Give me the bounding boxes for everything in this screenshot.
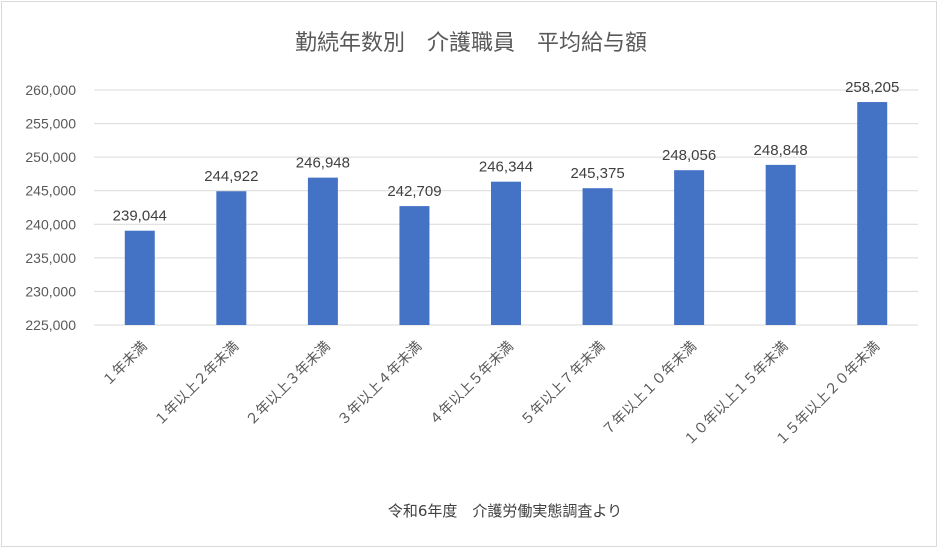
x-axis-label: 令和6年度 介護労働実態調査より (388, 502, 622, 520)
x-tick-label: １０年以上１５年未満 (681, 339, 791, 449)
bar (674, 170, 705, 325)
x-tick-label: ２年以上３年未満 (243, 339, 334, 430)
bar (765, 164, 796, 325)
data-label: 246,948 (296, 155, 350, 172)
data-label: 246,344 (479, 159, 533, 176)
chart-title: 勤続年数別 介護職員 平均給与額 (295, 31, 647, 56)
data-label: 248,056 (662, 147, 716, 164)
y-tick-label: 230,000 (25, 283, 76, 299)
y-tick-label: 260,000 (25, 82, 76, 98)
y-tick-label: 240,000 (25, 216, 76, 232)
x-tick-label: １年未満 (100, 339, 151, 390)
bar (399, 206, 430, 325)
bars (124, 102, 888, 325)
data-label: 242,709 (387, 183, 441, 200)
bar (582, 188, 613, 325)
bar (307, 177, 338, 325)
data-label: 239,044 (113, 208, 167, 225)
data-labels: 239,044 244,922 246,948 242,709 246,344 245,3… (113, 79, 900, 225)
y-tick-label: 225,000 (25, 317, 76, 333)
data-label: 244,922 (204, 168, 258, 185)
data-label: 245,375 (570, 165, 624, 182)
data-label: 248,848 (754, 142, 808, 159)
bar (124, 230, 155, 325)
y-axis-tick-labels: 225,000 230,000 235,000 240,000 245,000 250,0… (25, 82, 76, 333)
x-tick-label: １年以上２年未満 (152, 339, 243, 430)
bar (857, 102, 888, 325)
x-tick-label: ５年以上７年未満 (518, 339, 609, 430)
y-tick-label: 250,000 (25, 149, 76, 165)
x-axis-category-labels: １年未満 １年以上２年未満 ２年以上３年未満 ３年以上４年未満 ４年以上５年未満 ５年以上… (100, 339, 883, 449)
x-tick-label: ７年以上１０年未満 (600, 339, 700, 439)
x-tick-label: ３年以上４年未満 (335, 339, 426, 430)
bar (491, 181, 521, 325)
data-label: 258,205 (845, 79, 899, 96)
y-tick-label: 245,000 (25, 183, 76, 199)
x-tick-label: ４年以上５年未満 (426, 339, 517, 430)
y-tick-label: 255,000 (25, 116, 76, 132)
bar (216, 191, 247, 325)
x-tick-label: １５年以上２０年未満 (773, 339, 883, 449)
y-tick-label: 235,000 (25, 250, 76, 266)
